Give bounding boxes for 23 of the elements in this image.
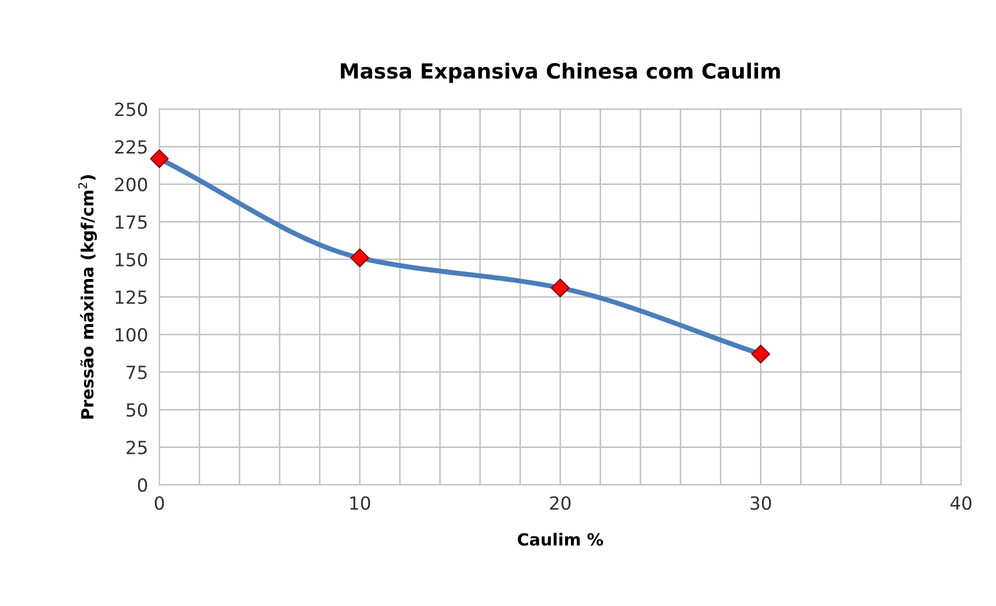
y-tick-label: 25 <box>126 440 147 454</box>
y-tick-label: 50 <box>126 403 148 417</box>
y-axis-title: Pressão máxima (kgf/cm$^{2}$) <box>78 175 97 419</box>
y-tick-label: 250 <box>115 102 148 116</box>
y-tick-label: 0 <box>138 478 148 492</box>
x-tick-label: 40 <box>950 496 972 510</box>
x-tick-label: 0 <box>154 496 164 510</box>
y-tick-label: 75 <box>126 366 147 380</box>
point <box>550 278 570 298</box>
chart-title: Massa Expansiva Chinesa com Caulim <box>340 62 780 83</box>
x-tick-label: 20 <box>550 496 571 510</box>
point <box>350 248 370 268</box>
point <box>150 149 169 168</box>
y-tick-label: 175 <box>116 215 147 229</box>
x-axis-title: Caulim % <box>518 532 604 546</box>
y-tick-label: 100 <box>116 328 148 342</box>
x-tick-label: 10 <box>350 496 370 510</box>
x-tick-label: 30 <box>750 496 771 510</box>
y-tick-label: 125 <box>116 290 147 304</box>
y-tick-label: 200 <box>115 178 148 192</box>
point <box>751 344 770 364</box>
y-tick-label: 150 <box>116 252 148 266</box>
y-tick-label: 225 <box>115 140 147 154</box>
